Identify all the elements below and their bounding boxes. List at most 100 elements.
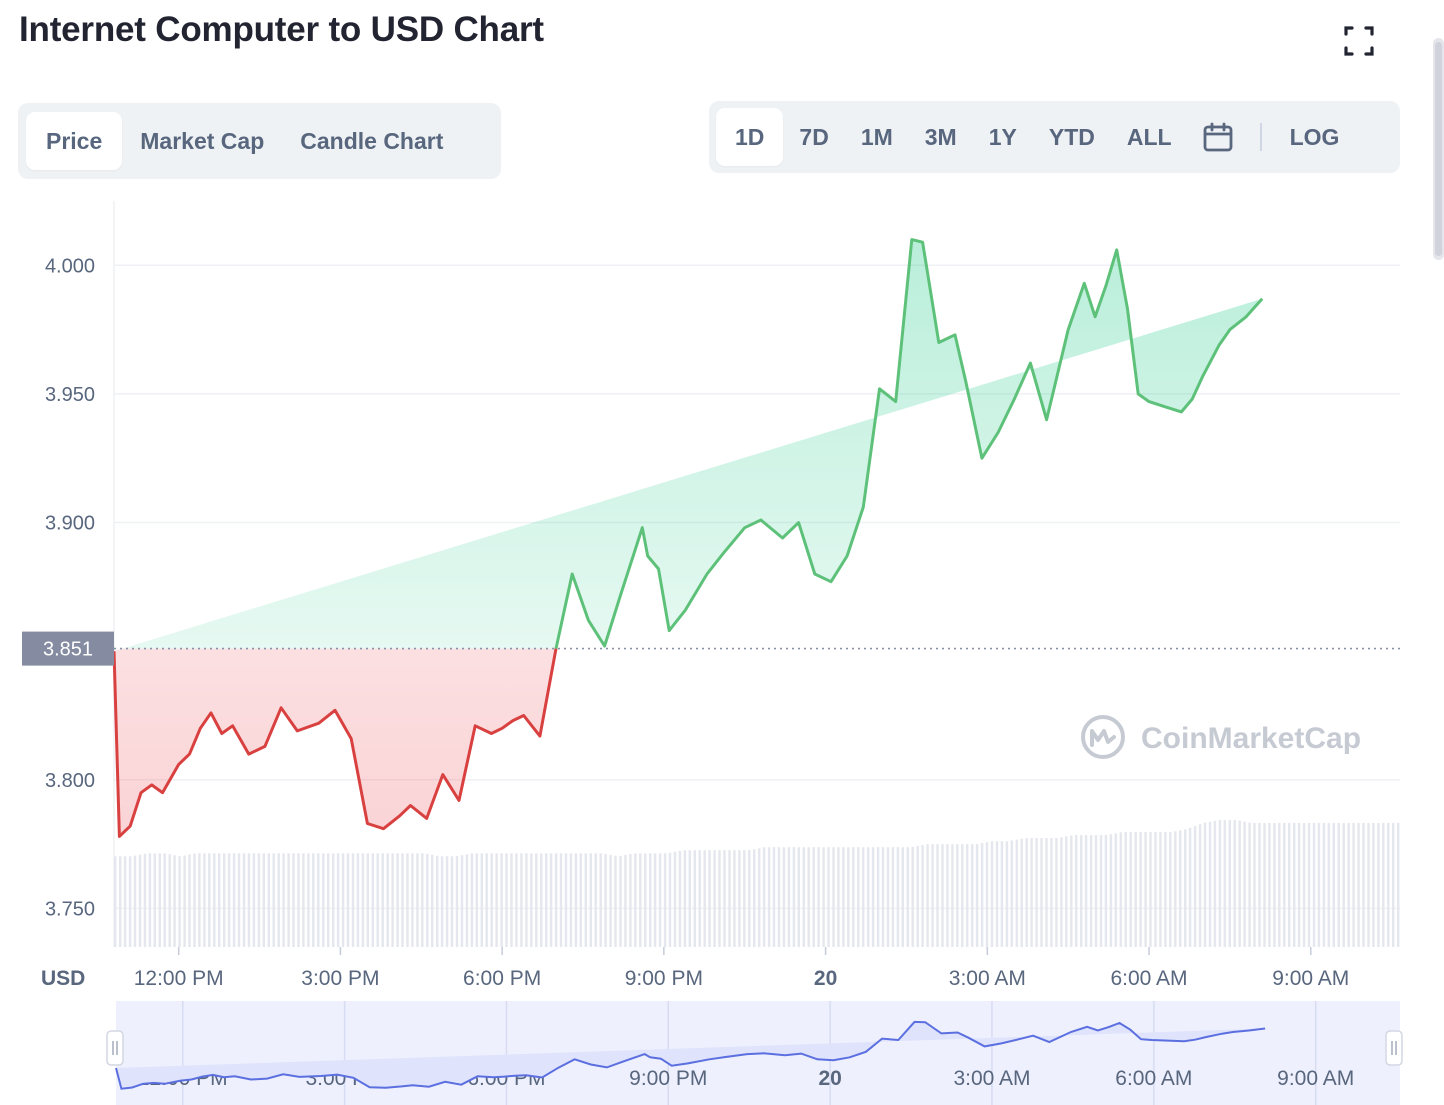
fullscreen-icon[interactable] — [1338, 20, 1380, 62]
volume-bar — [1327, 823, 1330, 947]
price-line-up — [554, 238, 1264, 649]
volume-bar — [1094, 835, 1098, 947]
navigator-left-handle[interactable] — [106, 1030, 124, 1066]
volume-bar — [658, 853, 662, 947]
x-tick-label: 6:00 PM — [463, 967, 541, 990]
range-1y-button[interactable]: 1Y — [988, 123, 1017, 150]
volume-bar — [762, 847, 766, 947]
volume-bar — [683, 850, 687, 947]
volume-bar — [931, 844, 934, 947]
volume-bar — [881, 847, 885, 947]
navigator-x-label: 6:00 AM — [1115, 1067, 1192, 1090]
tab-market-cap[interactable]: Market Cap — [140, 127, 265, 154]
range-3m-button[interactable]: 3M — [924, 123, 957, 150]
navigator-right-handle[interactable] — [1385, 1030, 1403, 1066]
calendar-icon[interactable] — [1188, 121, 1248, 153]
reference-value-label: 3.851 — [43, 639, 93, 661]
volume-bar — [416, 853, 419, 947]
volume-bar — [1337, 823, 1340, 947]
volume-bar — [361, 853, 365, 947]
volume-bar — [644, 853, 647, 947]
scrollbar-thumb[interactable] — [1435, 42, 1442, 256]
volume-bar — [980, 843, 984, 947]
volume-bar — [985, 842, 989, 947]
volume-bar — [1288, 823, 1291, 947]
volume-bar — [713, 850, 716, 947]
range-7d-button[interactable]: 7D — [799, 123, 829, 150]
range-all-button[interactable]: ALL — [1126, 123, 1172, 150]
tab-price[interactable]: Price — [26, 112, 123, 170]
range-1d-button[interactable]: 1D — [716, 108, 784, 166]
volume-bar — [1352, 823, 1355, 947]
volume-bar — [406, 853, 409, 947]
volume-bar — [515, 853, 518, 947]
range-ytd-button[interactable]: YTD — [1048, 123, 1095, 150]
volume-bar — [535, 853, 538, 947]
volume-bar — [817, 847, 820, 947]
volume-bar — [1099, 835, 1103, 947]
volume-bar — [1293, 823, 1296, 947]
volume-bar — [723, 850, 726, 947]
page-scrollbar[interactable] — [1433, 38, 1444, 260]
volume-bar — [242, 853, 246, 947]
volume-bar — [1080, 835, 1083, 947]
volume-bar — [703, 850, 706, 947]
y-tick-label: 4.000 — [45, 255, 95, 277]
volume-bar — [1248, 822, 1251, 947]
volume-bar — [708, 850, 711, 947]
volume-bar — [990, 841, 994, 947]
volume-bar — [975, 844, 979, 947]
volume-bar — [1347, 823, 1350, 947]
volume-bar — [599, 853, 602, 947]
volume-bar — [797, 847, 800, 947]
price-chart[interactable]: CoinMarketCap 3.7503.8003.9003.9504.000 … — [0, 190, 1420, 1105]
y-tick-label: 3.900 — [45, 513, 95, 535]
volume-bar — [1109, 834, 1113, 947]
volume-bar — [629, 854, 632, 947]
volume-bar — [886, 847, 890, 947]
volume-bar — [460, 855, 464, 947]
volume-bar — [1149, 832, 1152, 947]
volume-bar — [842, 847, 845, 947]
volume-bar — [1263, 823, 1266, 947]
volume-bars — [114, 820, 1400, 947]
volume-bar — [837, 847, 840, 947]
volume-bar — [1045, 838, 1048, 947]
x-tick-label: 9:00 PM — [625, 967, 703, 990]
volume-bar — [267, 853, 270, 947]
volume-bar — [847, 847, 850, 947]
volume-bar — [1317, 823, 1321, 947]
volume-bar — [807, 847, 810, 947]
volume-bar — [411, 853, 414, 947]
volume-bar — [545, 853, 548, 947]
volume-bar — [1119, 832, 1122, 947]
volume-bar — [213, 853, 216, 947]
volume-bar — [307, 853, 310, 947]
log-scale-button[interactable]: LOG — [1289, 123, 1340, 150]
volume-bar — [649, 853, 652, 947]
volume-bar — [926, 844, 929, 947]
volume-bar — [223, 853, 226, 947]
volume-bar — [971, 844, 974, 947]
volume-bar — [158, 853, 161, 947]
navigator-x-label: 9:00 PM — [629, 1067, 707, 1090]
volume-bar — [173, 855, 176, 947]
volume-bar — [530, 853, 533, 947]
range-1m-button[interactable]: 1M — [860, 123, 893, 150]
volume-bar — [698, 850, 701, 947]
volume-bar — [272, 853, 275, 947]
y-axis-labels: 3.750 3.800 3.900 3.950 4.000 — [45, 255, 95, 920]
volume-bar — [1139, 832, 1142, 947]
volume-bar — [470, 853, 474, 947]
volume-bar — [614, 855, 617, 947]
volume-bar — [1154, 832, 1157, 947]
volume-bar — [1278, 823, 1281, 947]
volume-bar — [490, 853, 493, 947]
tab-candle-chart[interactable]: Candle Chart — [300, 127, 444, 154]
chart-type-tabs: Price Market Cap Candle Chart — [18, 103, 501, 179]
volume-bar — [396, 853, 399, 947]
volume-bar — [862, 847, 865, 947]
volume-bar — [426, 853, 429, 947]
volume-bar — [857, 847, 860, 947]
